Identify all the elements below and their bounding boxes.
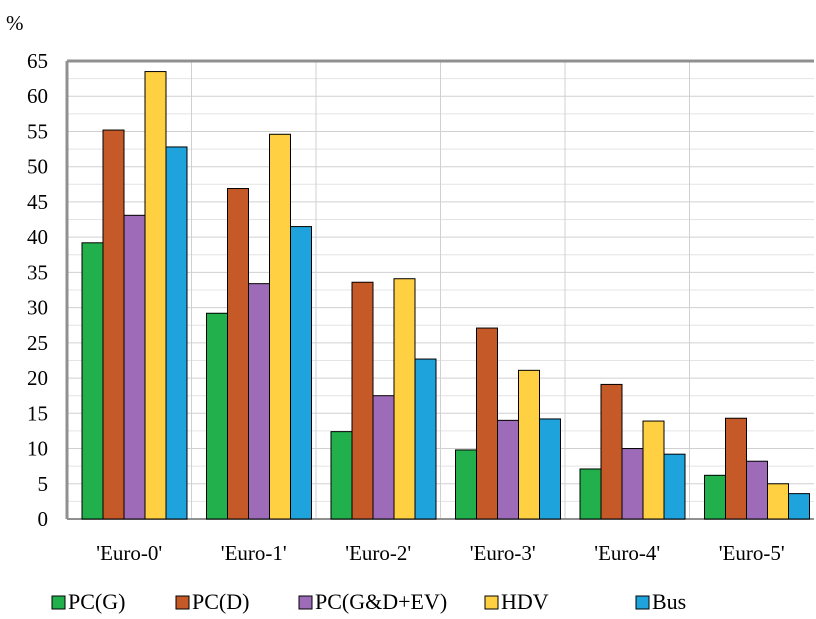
legend-label: PC(D) [192,589,249,614]
bar [414,358,437,520]
y-tick-label: 0 [38,507,49,531]
bar [227,188,249,520]
y-tick-label: 5 [38,472,49,496]
bar [704,474,726,520]
legend: PC(G) PC(D) PC(G&D+EV) HDV Bus [51,589,686,614]
y-tick-label: 10 [27,437,48,461]
bar [476,327,498,520]
bar [518,369,540,520]
y-tick-label: 25 [27,331,48,355]
axes [65,59,814,520]
legend-swatch [635,595,650,610]
bar [788,493,810,520]
legend-swatch [484,595,499,610]
y-tick-label: 20 [27,366,48,390]
bar [102,129,125,520]
bar [621,448,644,520]
y-tick-label: 50 [27,155,48,179]
bar [81,242,104,520]
legend-swatch [298,595,313,610]
y-tick-label: 60 [27,84,48,108]
bar [144,71,167,520]
bar [497,419,519,520]
x-tick-label: 'Euro-5' [719,541,785,565]
bars [81,71,810,520]
bar [455,449,477,520]
bar [372,395,395,520]
bar [600,383,623,520]
y-tick-label: 65 [27,49,48,73]
bar [393,278,416,520]
legend-label: PC(G&D+EV) [315,589,447,614]
y-axis-unit-label: % [6,11,24,35]
bar [165,146,188,520]
legend-label: PC(G) [68,589,125,614]
bar [746,460,768,520]
bar [290,226,312,520]
legend-label: Bus [652,589,686,614]
y-tick-label: 30 [27,296,48,320]
bar [642,420,665,520]
axis-labels: 0 5 10 15 20 25 30 35 40 45 50 55 60 65 'Euro-0' 'Euro-… [27,49,785,565]
bar [767,483,789,520]
x-tick-label: 'Euro-1' [221,541,287,565]
bar [663,453,686,520]
x-tick-label: 'Euro-0' [96,541,162,565]
y-tick-label: 35 [27,260,48,284]
bar [269,133,291,520]
legend-label: HDV [501,589,549,614]
legend-swatch [51,595,66,610]
bar [725,417,747,520]
x-tick-label: 'Euro-3' [470,541,536,565]
legend-swatch [175,595,190,610]
y-tick-label: 55 [27,119,48,143]
bar [248,283,270,520]
bar [579,468,602,520]
y-tick-label: 45 [27,190,48,214]
bar [330,431,353,520]
bar [206,312,228,520]
y-tick-label: 15 [27,401,48,425]
bar [539,418,561,520]
bar [351,281,374,520]
x-tick-label: 'Euro-2' [345,541,411,565]
y-tick-label: 40 [27,225,48,249]
bar [123,214,146,520]
x-tick-label: 'Euro-4' [594,541,660,565]
